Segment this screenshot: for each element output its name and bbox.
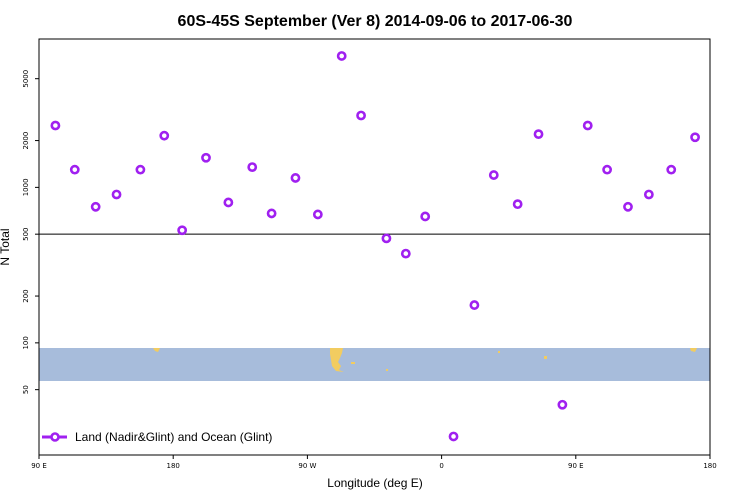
x-tick-label: 180 [703,462,716,470]
data-point [488,170,499,180]
data-point [223,197,234,208]
x-tick-label: 0 [439,462,443,470]
data-point [690,132,700,143]
data-point [111,189,122,200]
y-tick-label: 200 [22,289,30,302]
data-point [420,211,431,222]
data-point [582,120,593,131]
data-point [557,399,568,410]
y-tick-label: 50 [22,385,30,394]
map-inset [39,348,710,381]
data-point [69,164,80,175]
data-point [247,162,258,173]
x-axis: 90 E 180 90 W 0 90 E 180 [31,455,717,470]
x-tick-label: 90 E [31,462,47,470]
data-point [201,152,211,163]
chart-title: 60S-45S September (Ver 8) 2014-09-06 to … [178,13,573,30]
x-tick-label: 180 [167,462,180,470]
data-point [602,164,613,175]
data-point [469,300,480,310]
data-point [336,51,347,61]
data-point [512,199,523,210]
map-inset-land [153,348,697,372]
data-point [666,164,677,175]
x-tick-label: 90 E [568,462,584,470]
y-tick-label: 5000 [22,70,30,88]
data-point [381,233,392,244]
data-point [623,201,633,212]
data-point [290,173,301,183]
map-inset-ocean [39,348,710,381]
data-point [135,164,146,175]
legend-marker-icon [50,432,60,442]
plot-frame [38,38,711,456]
data-point [448,431,459,442]
x-tick-label: 90 W [298,462,316,470]
legend-label: Land (Nadir&Glint) and Ocean (Glint) [75,430,272,444]
y-tick-label: 1000 [22,178,30,196]
data-point [643,189,654,200]
data-points [50,51,700,442]
data-point [177,225,188,236]
y-tick-label: 2000 [22,132,30,150]
y-tick-label: 100 [22,336,30,349]
data-point [90,201,101,212]
y-tick-label: 500 [22,227,30,240]
y-axis-label: N Total [0,228,12,265]
y-axis: 50 100 200 500 1000 2000 5000 [22,70,39,394]
data-point [400,248,411,259]
data-point [266,208,277,219]
data-point [312,209,323,220]
data-point [533,129,544,140]
legend: Land (Nadir&Glint) and Ocean (Glint) [42,430,272,444]
data-point [159,130,170,141]
x-axis-label: Longitude (deg E) [327,476,422,490]
data-point [50,120,61,131]
data-point [356,110,366,121]
